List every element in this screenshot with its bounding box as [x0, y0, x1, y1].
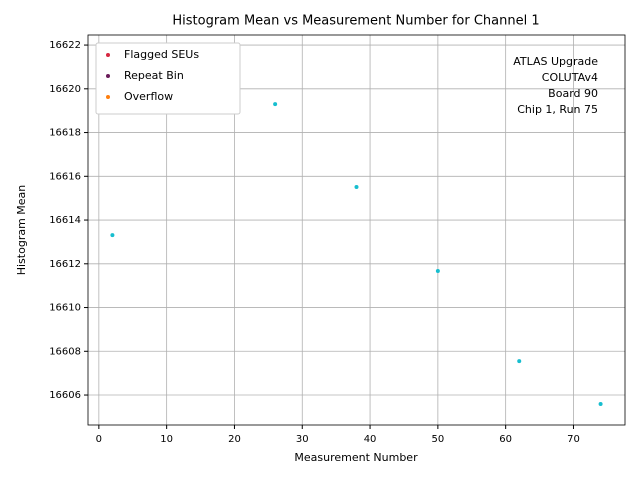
y-tick-label: 16622: [49, 40, 81, 51]
legend-marker: [106, 95, 110, 99]
point: [354, 185, 359, 190]
x-tick-label: 30: [296, 434, 309, 445]
point: [435, 269, 440, 274]
y-tick-label: 16606: [49, 390, 81, 401]
chart-title: Histogram Mean vs Measurement Number for…: [172, 14, 539, 29]
point: [517, 359, 522, 364]
y-tick-label: 16620: [49, 84, 81, 95]
y-axis-label: Histogram Mean: [15, 185, 28, 276]
legend-label: Repeat Bin: [124, 69, 184, 82]
legend-box: [95, 42, 241, 115]
legend-marker: [106, 53, 110, 57]
y-tick-label: 16608: [49, 346, 81, 357]
point: [110, 233, 115, 238]
plot-frame: [87, 34, 626, 426]
annotation: Board 90: [548, 87, 598, 100]
x-tick-label: 10: [160, 434, 173, 445]
legend-label: Flagged SEUs: [124, 48, 199, 61]
point: [273, 102, 278, 107]
annotation: Chip 1, Run 75: [517, 103, 598, 116]
x-tick-label: 60: [499, 434, 512, 445]
x-tick-label: 20: [228, 434, 241, 445]
x-tick-label: 70: [567, 434, 580, 445]
annotation: COLUTAv4: [542, 71, 598, 84]
point: [598, 402, 603, 407]
x-tick-label: 50: [431, 434, 444, 445]
x-tick-label: 0: [96, 434, 102, 445]
y-tick-label: 16610: [49, 303, 81, 314]
y-tick-label: 16618: [49, 128, 81, 139]
x-tick-label: 40: [364, 434, 377, 445]
legend-label: Overflow: [124, 90, 173, 103]
x-axis-label: Measurement Number: [294, 451, 418, 464]
y-tick-label: 16616: [49, 171, 81, 182]
y-tick-label: 16612: [49, 259, 81, 270]
legend-marker: [106, 74, 110, 78]
y-tick-label: 16614: [49, 215, 81, 226]
annotation: ATLAS Upgrade: [513, 55, 598, 68]
